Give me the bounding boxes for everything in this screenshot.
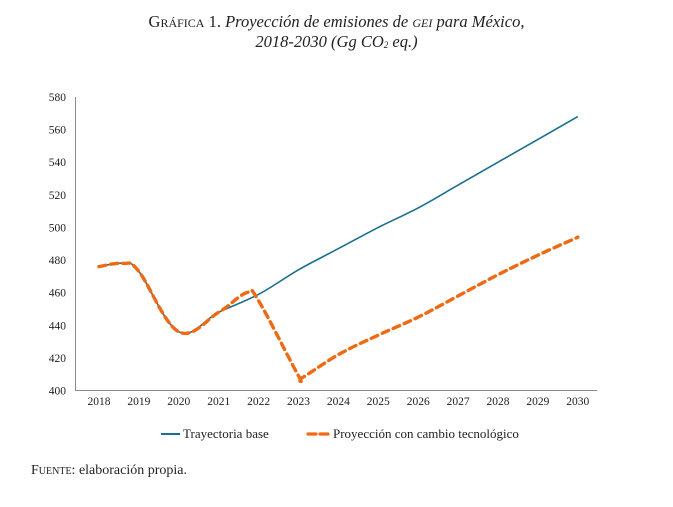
y-tick-label: 400 [49,386,67,398]
series-line-proyeccion-cambio-tecnologico [97,235,580,386]
tech-data-point-2022 [257,299,261,303]
tech-data-point-2024 [336,353,340,357]
x-tick-labels: 2018 2019 2020 2021 2022 2023 2024 2025 2026 2027… [88,396,590,408]
x-tick-label: 2021 [207,396,230,408]
y-tick-label: 420 [49,353,67,365]
legend-label-tech: Proyección con cambio tecnológico [333,426,519,441]
chart-title-line-2: 2018-2030 (Gg CO2 eq.) [0,32,673,54]
x-tick-label: 2027 [447,396,470,408]
y-tick-labels: 400 420 440 460 480 500 520 540 560 580 [49,92,67,398]
x-tick-label: 2025 [367,396,390,408]
chart-title-text-2: para México, [436,12,525,31]
series-layer [97,115,580,386]
tech-data-point-2026 [416,315,420,319]
base-data-point-2024 [336,247,340,251]
series-line-trayectoria-base [98,115,579,335]
tech-data-point-2020 [177,330,181,334]
source-note: Fuente: elaboración propia. [31,463,187,479]
legend-item-tech: Proyección con cambio tecnológico [306,426,519,441]
legend-item-base: Trayectoria base [161,426,269,441]
tech-data-point-2021 [217,310,221,314]
base-data-point-2029 [536,137,540,141]
y-tick-label: 560 [49,125,67,137]
x-tick-label: 2030 [566,396,589,408]
tech-data-point-2029 [536,253,540,257]
y-tick-label: 460 [49,288,67,300]
x-tick-label: 2023 [287,396,310,408]
source-text: elaboración propia. [78,463,188,478]
base-data-point-2027 [456,183,460,187]
chart-title-unit: eq.) [388,32,418,51]
x-tick-label: 2020 [167,396,190,408]
legend-label-base: Trayectoria base [183,426,269,441]
source-label: Fuente: [31,463,76,478]
x-tick-label: 2022 [247,396,270,408]
tech-data-point-2023 [297,374,301,378]
base-data-point-2026 [416,206,420,210]
base-data-point-2028 [496,160,500,164]
y-tick-label: 480 [49,255,67,267]
x-tick-label: 2018 [88,396,111,408]
y-tick-label: 580 [49,92,67,104]
x-tick-label: 2026 [407,396,430,408]
tech-data-point-2028 [496,273,500,277]
tech-data-point-2025 [376,333,380,337]
legend: Trayectoria base Proyección con cambio t… [161,426,519,441]
tech-data-point-2018 [97,265,101,269]
x-tick-label: 2024 [327,396,350,408]
x-tick-label: 2029 [526,396,549,408]
y-tick-label: 500 [49,222,67,234]
chart-title-gei: GEI [412,12,433,31]
x-tick-label: 2019 [127,396,150,408]
y-tick-label: 440 [49,320,67,332]
chart-title-years: 2018-2030 (Gg CO [255,32,384,51]
y-tick-label: 520 [49,190,67,202]
base-data-point-2023 [297,268,301,272]
chart-title-subscript: 2 [383,40,389,50]
tech-data-point-2027 [456,294,460,298]
chart-title: Gráfica 1. Proyección de emisiones de GE… [0,12,673,54]
y-tick-label: 540 [49,157,67,169]
chart-title-prefix: Gráfica 1. [148,12,221,31]
base-data-point-2030 [576,115,580,119]
chart-title-line-1: Gráfica 1. Proyección de emisiones de GE… [0,12,673,32]
base-data-point-2025 [376,225,380,229]
axes [75,97,597,391]
x-tick-label: 2028 [487,396,510,408]
chart-title-text-1: Proyección de emisiones de [225,12,409,31]
tech-data-point-2019 [137,269,141,273]
tech-data-point-2030 [576,235,580,239]
